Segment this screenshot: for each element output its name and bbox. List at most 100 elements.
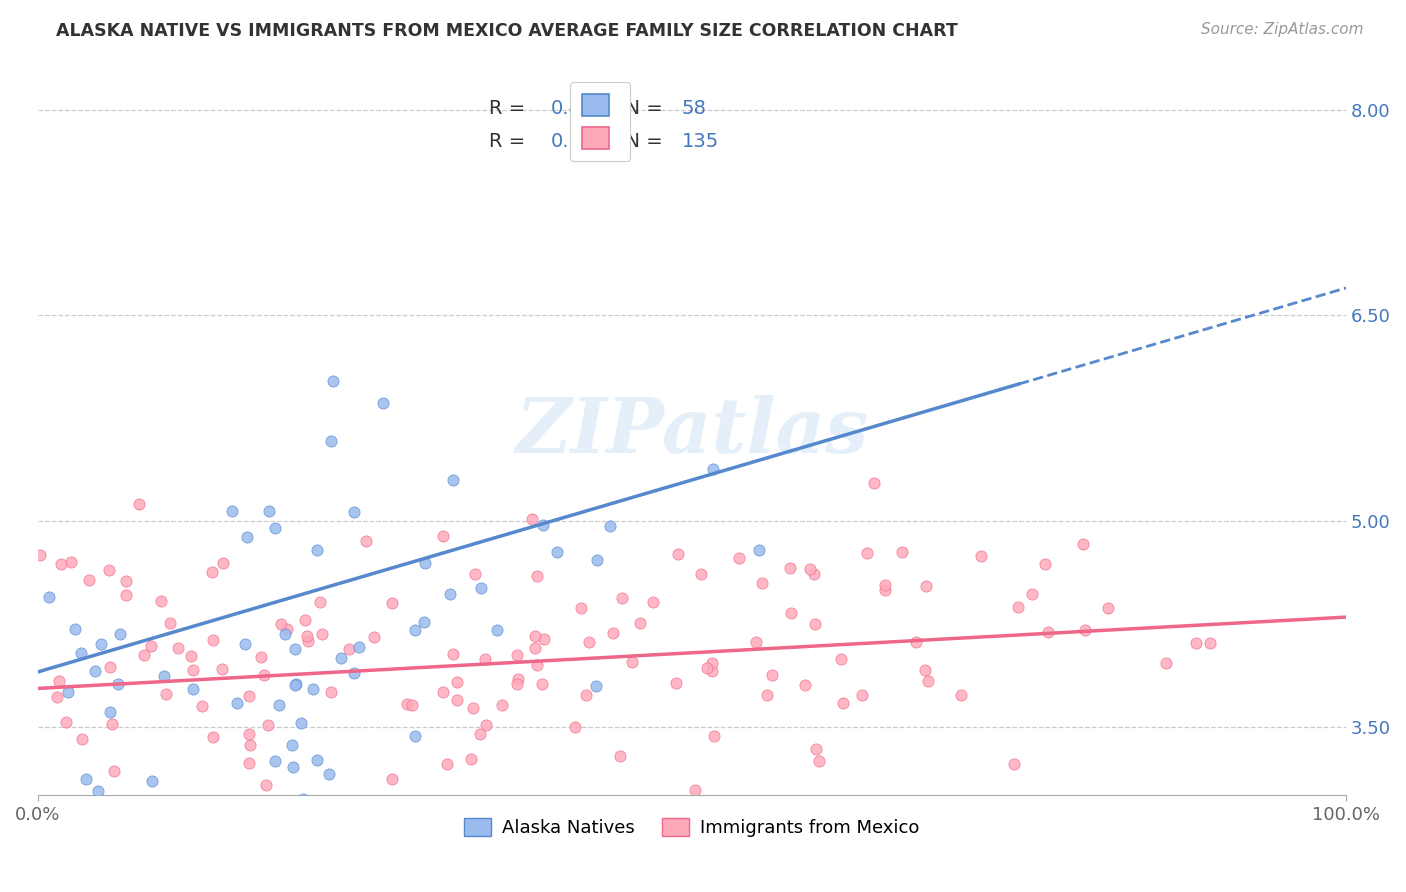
- Point: [446, 693, 468, 707]
- Point: [436, 756, 458, 771]
- Point: [702, 656, 724, 670]
- Point: [270, 616, 292, 631]
- Point: [143, 805, 166, 819]
- Point: [728, 551, 751, 566]
- Point: [115, 588, 138, 602]
- Point: [875, 583, 897, 598]
- Point: [291, 792, 314, 806]
- Point: [225, 697, 247, 711]
- Point: [609, 749, 631, 764]
- Point: [30, 549, 52, 563]
- Point: [666, 547, 689, 561]
- Point: [751, 575, 773, 590]
- Point: [295, 630, 318, 644]
- Point: [585, 679, 607, 693]
- Point: [100, 717, 122, 731]
- Point: [381, 596, 404, 610]
- Point: [75, 772, 97, 786]
- Point: [441, 647, 464, 661]
- Point: [1154, 656, 1177, 670]
- Point: [190, 698, 212, 713]
- Point: [128, 497, 150, 511]
- Point: [84, 664, 107, 678]
- Point: [761, 668, 783, 682]
- Point: [461, 700, 484, 714]
- Point: [302, 682, 325, 697]
- Point: [238, 756, 260, 771]
- Point: [318, 767, 340, 781]
- Point: [491, 698, 513, 712]
- Point: [890, 545, 912, 559]
- Point: [522, 511, 544, 525]
- Point: [373, 396, 395, 410]
- Point: [665, 676, 688, 690]
- Point: [533, 632, 555, 647]
- Point: [274, 627, 297, 641]
- Point: [804, 617, 827, 632]
- Point: [167, 641, 190, 656]
- Point: [69, 646, 91, 660]
- Point: [309, 595, 332, 609]
- Text: R =: R =: [489, 99, 531, 118]
- Text: 0.174: 0.174: [551, 132, 606, 151]
- Text: R =: R =: [489, 132, 531, 151]
- Point: [530, 676, 553, 690]
- Point: [337, 641, 360, 656]
- Point: [413, 556, 436, 570]
- Point: [212, 556, 235, 570]
- Point: [141, 774, 163, 789]
- Point: [1002, 757, 1025, 772]
- Point: [342, 666, 364, 681]
- Point: [578, 635, 600, 649]
- Point: [283, 760, 305, 774]
- Point: [256, 718, 278, 732]
- Point: [98, 705, 121, 719]
- Point: [396, 698, 419, 712]
- Point: [439, 587, 461, 601]
- Point: [254, 779, 277, 793]
- Point: [404, 729, 426, 743]
- Point: [432, 685, 454, 699]
- Point: [276, 623, 298, 637]
- Point: [703, 729, 725, 743]
- Point: [599, 519, 621, 533]
- Point: [970, 549, 993, 563]
- Point: [354, 534, 377, 549]
- Point: [322, 374, 344, 388]
- Point: [474, 652, 496, 666]
- Point: [830, 652, 852, 666]
- Point: [363, 631, 385, 645]
- Point: [917, 674, 939, 689]
- Point: [115, 574, 138, 589]
- Point: [107, 677, 129, 691]
- Point: [202, 730, 225, 744]
- Point: [602, 626, 624, 640]
- Point: [1074, 624, 1097, 638]
- Point: [55, 715, 77, 730]
- Point: [253, 667, 276, 681]
- Point: [585, 553, 607, 567]
- Point: [294, 613, 316, 627]
- Point: [250, 650, 273, 665]
- Point: [808, 755, 831, 769]
- Point: [103, 764, 125, 778]
- Point: [508, 673, 530, 687]
- Point: [281, 738, 304, 752]
- Point: [56, 685, 79, 699]
- Point: [470, 582, 492, 596]
- Point: [630, 615, 652, 630]
- Point: [211, 663, 233, 677]
- Point: [108, 626, 131, 640]
- Point: [233, 637, 256, 651]
- Point: [546, 545, 568, 559]
- Point: [523, 640, 546, 655]
- Point: [284, 678, 307, 692]
- Point: [269, 698, 291, 713]
- Point: [831, 696, 853, 710]
- Point: [610, 591, 633, 606]
- Point: [181, 664, 204, 678]
- Point: [531, 518, 554, 533]
- Point: [159, 615, 181, 630]
- Point: [914, 663, 936, 677]
- Point: [690, 566, 713, 581]
